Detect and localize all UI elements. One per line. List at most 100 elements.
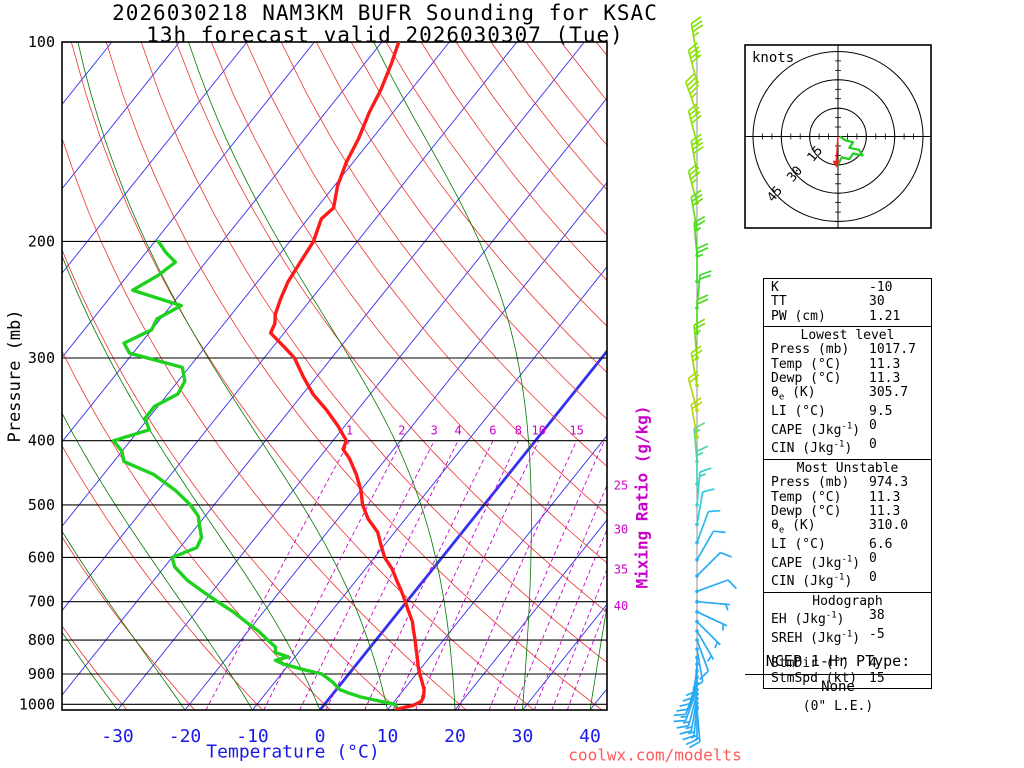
temperature-tick-label: 10 — [377, 726, 399, 747]
mixing-ratio-value-label: 6 — [489, 424, 496, 438]
pressure-tick-label: 400 — [28, 432, 55, 450]
wind-barb-station-dot — [695, 638, 699, 642]
mixing-ratio-axis-label: Mixing Ratio (g/kg) — [632, 405, 652, 589]
pressure-tick-label: 500 — [28, 496, 55, 514]
stat-row: CAPE (Jkg-1) 0 — [764, 551, 931, 571]
storm-motion-vector — [835, 136, 839, 165]
mixing-ratio-value-label: 8 — [515, 424, 522, 438]
wind-barb — [690, 345, 703, 386]
pressure-grid: 100 200 300 400 500 600 700 800 900 1000 — [19, 33, 607, 713]
wind-barb-station-dot — [695, 589, 699, 594]
mixing-ratio-value-label: 30 — [614, 523, 628, 537]
ptype-block: NCEP 1-Hr PType: None (0" L.E.) — [745, 652, 931, 714]
stat-row: Press (mb) 974.3 — [764, 475, 931, 490]
ptype-extra: (0" L.E.) — [802, 699, 874, 714]
stat-value: 1.21 — [869, 308, 901, 324]
mixing-ratio-value-label: 15 — [569, 424, 583, 438]
stats-panel: K -10 TT 30 PW (cm) 1.21 Lowest level Press (mb… — [763, 278, 932, 689]
stat-value: 0 — [869, 569, 877, 585]
wind-barb — [696, 242, 709, 282]
stats-section-title: Most Unstable — [796, 460, 899, 476]
stats-section: Most Unstable Press (mb) 974.3 Temp (°C) 11.… — [764, 458, 931, 592]
temperature-tick-label: -20 — [169, 726, 202, 747]
stats-section: Lowest level Press (mb) 1017.7 Temp (°C) 11.… — [764, 325, 931, 459]
wind-barb — [688, 708, 701, 749]
wind-barb — [690, 133, 704, 174]
mixing-ratio-line — [513, 484, 607, 710]
dry-adiabat-line — [420, 42, 607, 282]
wind-barb — [690, 16, 704, 57]
wind-barb-station-dot — [695, 599, 699, 604]
pressure-tick-label: 600 — [28, 548, 55, 566]
stat-row: TT 30 — [764, 294, 931, 310]
moist-adiabat-line — [188, 42, 456, 710]
stat-row: Temp (°C) 11.3 — [764, 356, 931, 372]
wind-barb-station-dot — [695, 681, 699, 686]
storm-motion-arrowhead — [832, 160, 840, 168]
wind-barb — [696, 639, 710, 681]
dry-adiabat-line — [105, 42, 603, 710]
stat-label: Temp (°C) — [771, 489, 842, 505]
wind-barb-station-dot — [695, 522, 699, 527]
stat-row: Press (mb) 1017.7 — [764, 343, 931, 358]
temperature-profile-line — [268, 42, 426, 710]
temperature-tick-label: 40 — [579, 726, 601, 747]
pressure-tick-label: 1000 — [19, 695, 55, 713]
moist-adiabat-line — [589, 604, 607, 710]
wind-barb — [684, 72, 700, 114]
stat-label: LI (°C) — [771, 537, 826, 552]
mixing-ratio-line — [364, 440, 494, 710]
wind-barb — [673, 683, 698, 717]
stat-value: 310.0 — [869, 518, 909, 534]
wind-barb-station-dot — [695, 707, 699, 711]
stat-label: LI (°C) — [771, 404, 826, 420]
stat-row: θe (K) 310.0 — [764, 518, 931, 538]
pressure-tick-label: 700 — [28, 593, 55, 611]
wind-barb — [687, 42, 702, 83]
stat-label: CIN (Jkg-1) — [771, 440, 853, 457]
stat-value: 0 — [869, 437, 877, 453]
mixing-ratio-value-label: 10 — [531, 424, 545, 438]
wind-barb-station-dot — [695, 610, 699, 614]
hodograph-ring-label: 45 — [764, 184, 786, 206]
wind-barb-station-dot — [695, 647, 699, 651]
wind-barb-station-dot — [695, 540, 699, 545]
stat-label: TT — [771, 294, 787, 310]
ptype-label: NCEP 1-Hr PType: — [745, 652, 931, 675]
temperature-tick-label: 20 — [444, 726, 466, 747]
moist-adiabat-line — [62, 412, 253, 710]
stat-label: θe (K) — [771, 518, 816, 536]
stat-label: EH (Jkg-1) — [771, 611, 845, 628]
wind-barb — [687, 370, 700, 411]
chart-title-line2: 13h forecast valid 2026030307 (Tue) — [146, 23, 624, 47]
wind-barb — [696, 620, 721, 649]
isotherm-0c-line — [318, 349, 607, 710]
stat-row: K -10 — [764, 280, 931, 295]
stat-row: CIN (Jkg-1) 0 — [764, 569, 931, 590]
stat-label: Temp (°C) — [771, 356, 842, 372]
mixing-ratio-value-label: 4 — [454, 424, 461, 438]
stats-section-title: Lowest level — [800, 327, 895, 343]
stats-section: K -10 TT 30 PW (cm) 1.21 — [764, 279, 931, 326]
moist-adiabat-line — [77, 42, 388, 710]
stat-row: Dewp (°C) 11.3 — [764, 504, 931, 519]
mixing-ratio-line — [299, 440, 435, 710]
temperature-tick-label: -10 — [236, 726, 269, 747]
stat-label: PW (cm) — [771, 308, 826, 324]
hodograph-border — [744, 44, 932, 229]
stat-value: 6.6 — [869, 537, 893, 552]
wind-barb — [696, 630, 715, 662]
isotherm-line — [117, 97, 607, 710]
wind-barb-station-dot — [695, 669, 699, 673]
dewpoint-profile-line — [111, 239, 399, 710]
wind-barb — [696, 509, 721, 543]
mixing-ratio-value-label: 3 — [431, 424, 438, 438]
dry-adiabat-line — [490, 42, 607, 191]
mixing-ratio-line — [263, 440, 403, 710]
stats-section-title: Hodograph — [812, 593, 883, 609]
stat-value: -5 — [869, 626, 885, 642]
stat-label: SREH (Jkg-1) — [771, 629, 861, 646]
moist-adiabat-line — [373, 42, 532, 710]
temperature-axis-label: Temperature (°C) — [206, 741, 380, 763]
